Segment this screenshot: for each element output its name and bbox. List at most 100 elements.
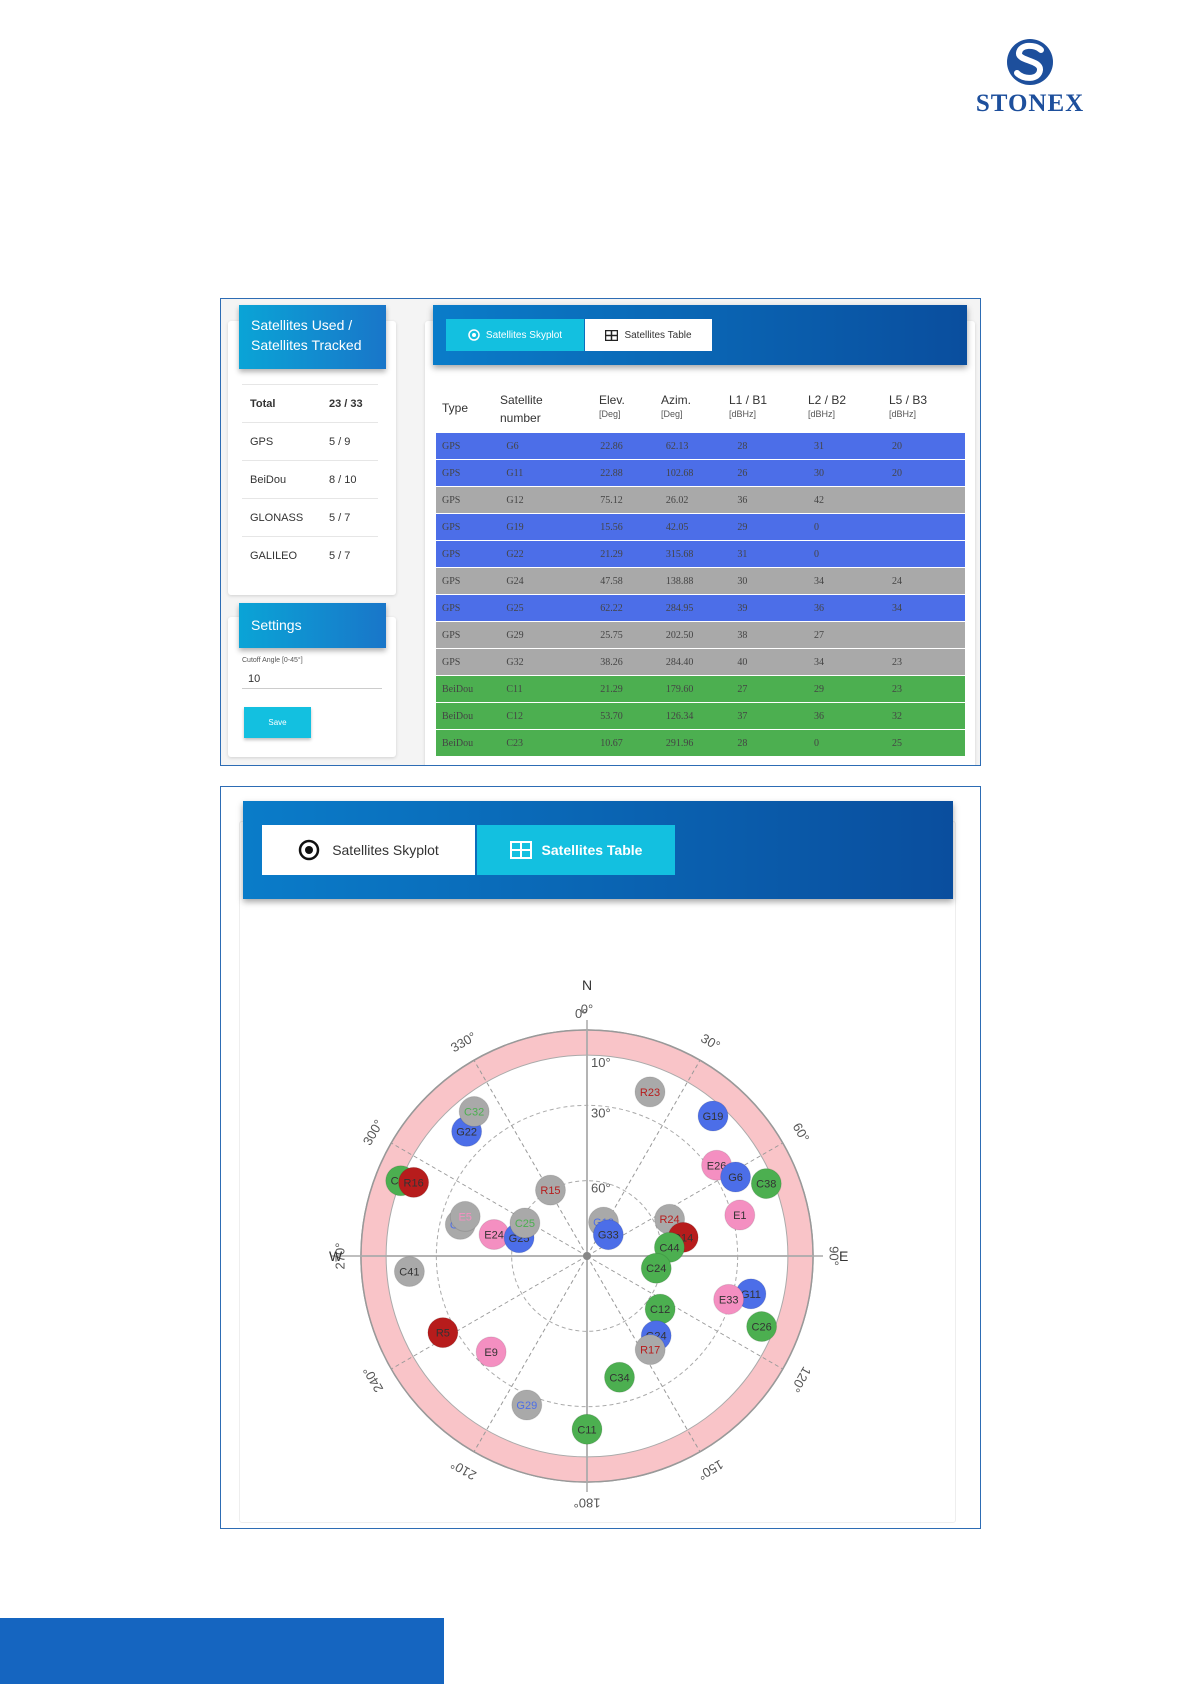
- satellite-point-c38: [750, 1168, 782, 1200]
- azimuth-tick-label: 300°: [360, 1117, 386, 1148]
- table-row[interactable]: GPS G22 21.29 315.68 31 0: [436, 541, 965, 567]
- table-header-cell: Elev. [Deg]: [599, 391, 669, 420]
- header-title: Type: [442, 401, 469, 415]
- azimuth-tick-label: 120°: [788, 1364, 814, 1395]
- table-cell: G12: [500, 487, 595, 513]
- table-cell: 31: [731, 541, 808, 567]
- table-cell: 37: [731, 703, 808, 729]
- table-cell: 36: [807, 703, 887, 729]
- table-cell: 30: [807, 460, 887, 486]
- table-cell: GPS: [436, 595, 501, 621]
- table-cell: 202.50: [659, 622, 732, 648]
- satellite-label-g6: G6: [728, 1172, 743, 1184]
- table-cell: GPS: [436, 622, 501, 648]
- footer-bar: [0, 1618, 444, 1684]
- table-cell: 23: [886, 649, 965, 675]
- header-title: L5 / B3: [889, 393, 928, 407]
- table-row[interactable]: GPS G11 22.88 102.68 26 30 20: [436, 460, 965, 486]
- table-row[interactable]: BeiDou C12 53.70 126.34 37 36 32: [436, 703, 965, 729]
- skyplot-tab-table-label: Satellites Table: [541, 842, 643, 858]
- header-unit: [dBHz]: [729, 409, 757, 419]
- table-row[interactable]: GPS G24 47.58 138.88 30 34 24: [436, 568, 965, 594]
- satellite-point-c26: [746, 1311, 778, 1343]
- cutoff-angle-input[interactable]: 10: [242, 669, 382, 689]
- satellite-label-e1: E1: [733, 1210, 746, 1222]
- table-cell: 75.12: [594, 487, 660, 513]
- table-row[interactable]: GPS G29 25.75 202.50 38 27: [436, 622, 965, 648]
- table-cell: GPS: [436, 487, 501, 513]
- table-row[interactable]: GPS G19 15.56 42.05 29 0: [436, 514, 965, 540]
- table-cell: GPS: [436, 649, 501, 675]
- sat-count-row: BeiDou 8 / 10: [242, 460, 378, 499]
- table-cell: [886, 622, 965, 648]
- table-cell: 24: [886, 568, 965, 594]
- azimuth-spoke: [473, 1060, 588, 1257]
- table-cell: G25: [500, 595, 595, 621]
- table-cell: 138.88: [659, 568, 732, 594]
- table-row[interactable]: GPS G6 22.86 62.13 28 31 20: [436, 433, 965, 459]
- azimuth-tick-label: 0°: [581, 1001, 593, 1016]
- stonex-logo-icon: [1007, 39, 1053, 85]
- table-cell: G32: [500, 649, 595, 675]
- header-unit: [dBHz]: [808, 409, 836, 419]
- table-cell: 29: [807, 676, 887, 702]
- satellite-label-r16: R16: [404, 1177, 424, 1189]
- satellite-label-e26: E26: [707, 1160, 727, 1172]
- table-row[interactable]: GPS G32 38.26 284.40 40 34 23: [436, 649, 965, 675]
- table-header-cell: Type: [442, 399, 512, 417]
- table-header-cell: Satellite number: [500, 391, 570, 427]
- table-cell: G22: [500, 541, 595, 567]
- azimuth-spoke: [391, 1142, 588, 1257]
- table-cell: 21.29: [594, 541, 660, 567]
- satellites-card-title: Satellites Used / Satellites Tracked: [239, 305, 386, 369]
- elevation-tick-label: 30°: [591, 1105, 611, 1120]
- tab-skyplot[interactable]: Satellites Skyplot: [446, 319, 584, 351]
- table-cell: 34: [807, 649, 887, 675]
- table-header-cell: L5 / B3 [dBHz]: [889, 391, 959, 420]
- satellite-label-r23: R23: [640, 1087, 660, 1099]
- table-icon: [605, 329, 619, 341]
- table-cell: 315.68: [659, 541, 732, 567]
- table-cell: 15.56: [594, 514, 660, 540]
- table-cell: 22.88: [594, 460, 660, 486]
- table-row[interactable]: BeiDou C11 21.29 179.60 27 29 23: [436, 676, 965, 702]
- sat-count-label: BeiDou: [250, 474, 287, 486]
- satellite-point-g33: [592, 1219, 624, 1251]
- tab-table[interactable]: Satellites Table: [585, 319, 712, 351]
- sat-count-label: GPS: [250, 436, 274, 448]
- tab-bar: Satellites Skyplot Satellites Table: [433, 305, 967, 365]
- header-title: Elev.: [599, 393, 625, 407]
- table-cell: BeiDou: [436, 703, 501, 729]
- skyplot-chart: 0° 30° 60° 90° 120° 150° 180° 210° 240° 270° 300° 3…: [329, 977, 848, 1528]
- azimuth-spoke: [391, 1255, 588, 1370]
- table-cell: 38.26: [594, 649, 660, 675]
- azimuth-tick-label: 270°: [332, 1243, 347, 1270]
- azimuth-tick-label: 90°: [827, 1246, 842, 1266]
- table-cell: 22.86: [594, 433, 660, 459]
- stonex-logo: STONEX: [965, 38, 1095, 118]
- table-row[interactable]: GPS G12 75.12 26.02 36 42: [436, 487, 965, 513]
- elevation-tick-label: 0°: [575, 1006, 587, 1021]
- elevation-tick-label: 10°: [591, 1055, 611, 1070]
- skyplot-tab-table[interactable]: Satellites Table: [477, 825, 675, 875]
- table-cell: 27: [731, 676, 808, 702]
- satellite-label-r24: R24: [659, 1214, 679, 1226]
- table-cell: 53.70: [594, 703, 660, 729]
- skyplot-tab-skyplot[interactable]: Satellites Skyplot: [262, 825, 475, 875]
- satellites-table: GPS G6 22.86 62.13 28 31 20 GPS G11 22.88 102.68 26…: [436, 432, 965, 757]
- table-cell: BeiDou: [436, 730, 501, 756]
- table-row[interactable]: GPS G25 62.22 284.95 39 36 34: [436, 595, 965, 621]
- satellite-label-g22: G22: [456, 1126, 477, 1138]
- table-cell: [886, 514, 965, 540]
- table-cell: 62.13: [659, 433, 732, 459]
- table-cell: 36: [731, 487, 808, 513]
- table-cell: 284.40: [659, 649, 732, 675]
- brand-name: STONEX: [975, 90, 1085, 117]
- table-header-cell: Azim. [Deg]: [661, 391, 731, 420]
- table-cell: G24: [500, 568, 595, 594]
- table-cell: 40: [731, 649, 808, 675]
- table-cell: G29: [500, 622, 595, 648]
- table-row[interactable]: BeiDou C23 10.67 291.96 28 0 25: [436, 730, 965, 756]
- sat-count-value: 8 / 10: [329, 474, 357, 486]
- save-button[interactable]: Save: [244, 707, 311, 738]
